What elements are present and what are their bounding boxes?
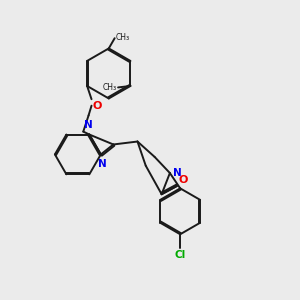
Text: Cl: Cl [175, 250, 186, 260]
Text: CH₃: CH₃ [103, 83, 117, 92]
Text: N: N [84, 120, 92, 130]
Text: CH₃: CH₃ [116, 33, 130, 42]
Text: O: O [93, 101, 102, 111]
Text: N: N [98, 158, 106, 169]
Text: N: N [173, 168, 182, 178]
Text: O: O [179, 175, 188, 185]
